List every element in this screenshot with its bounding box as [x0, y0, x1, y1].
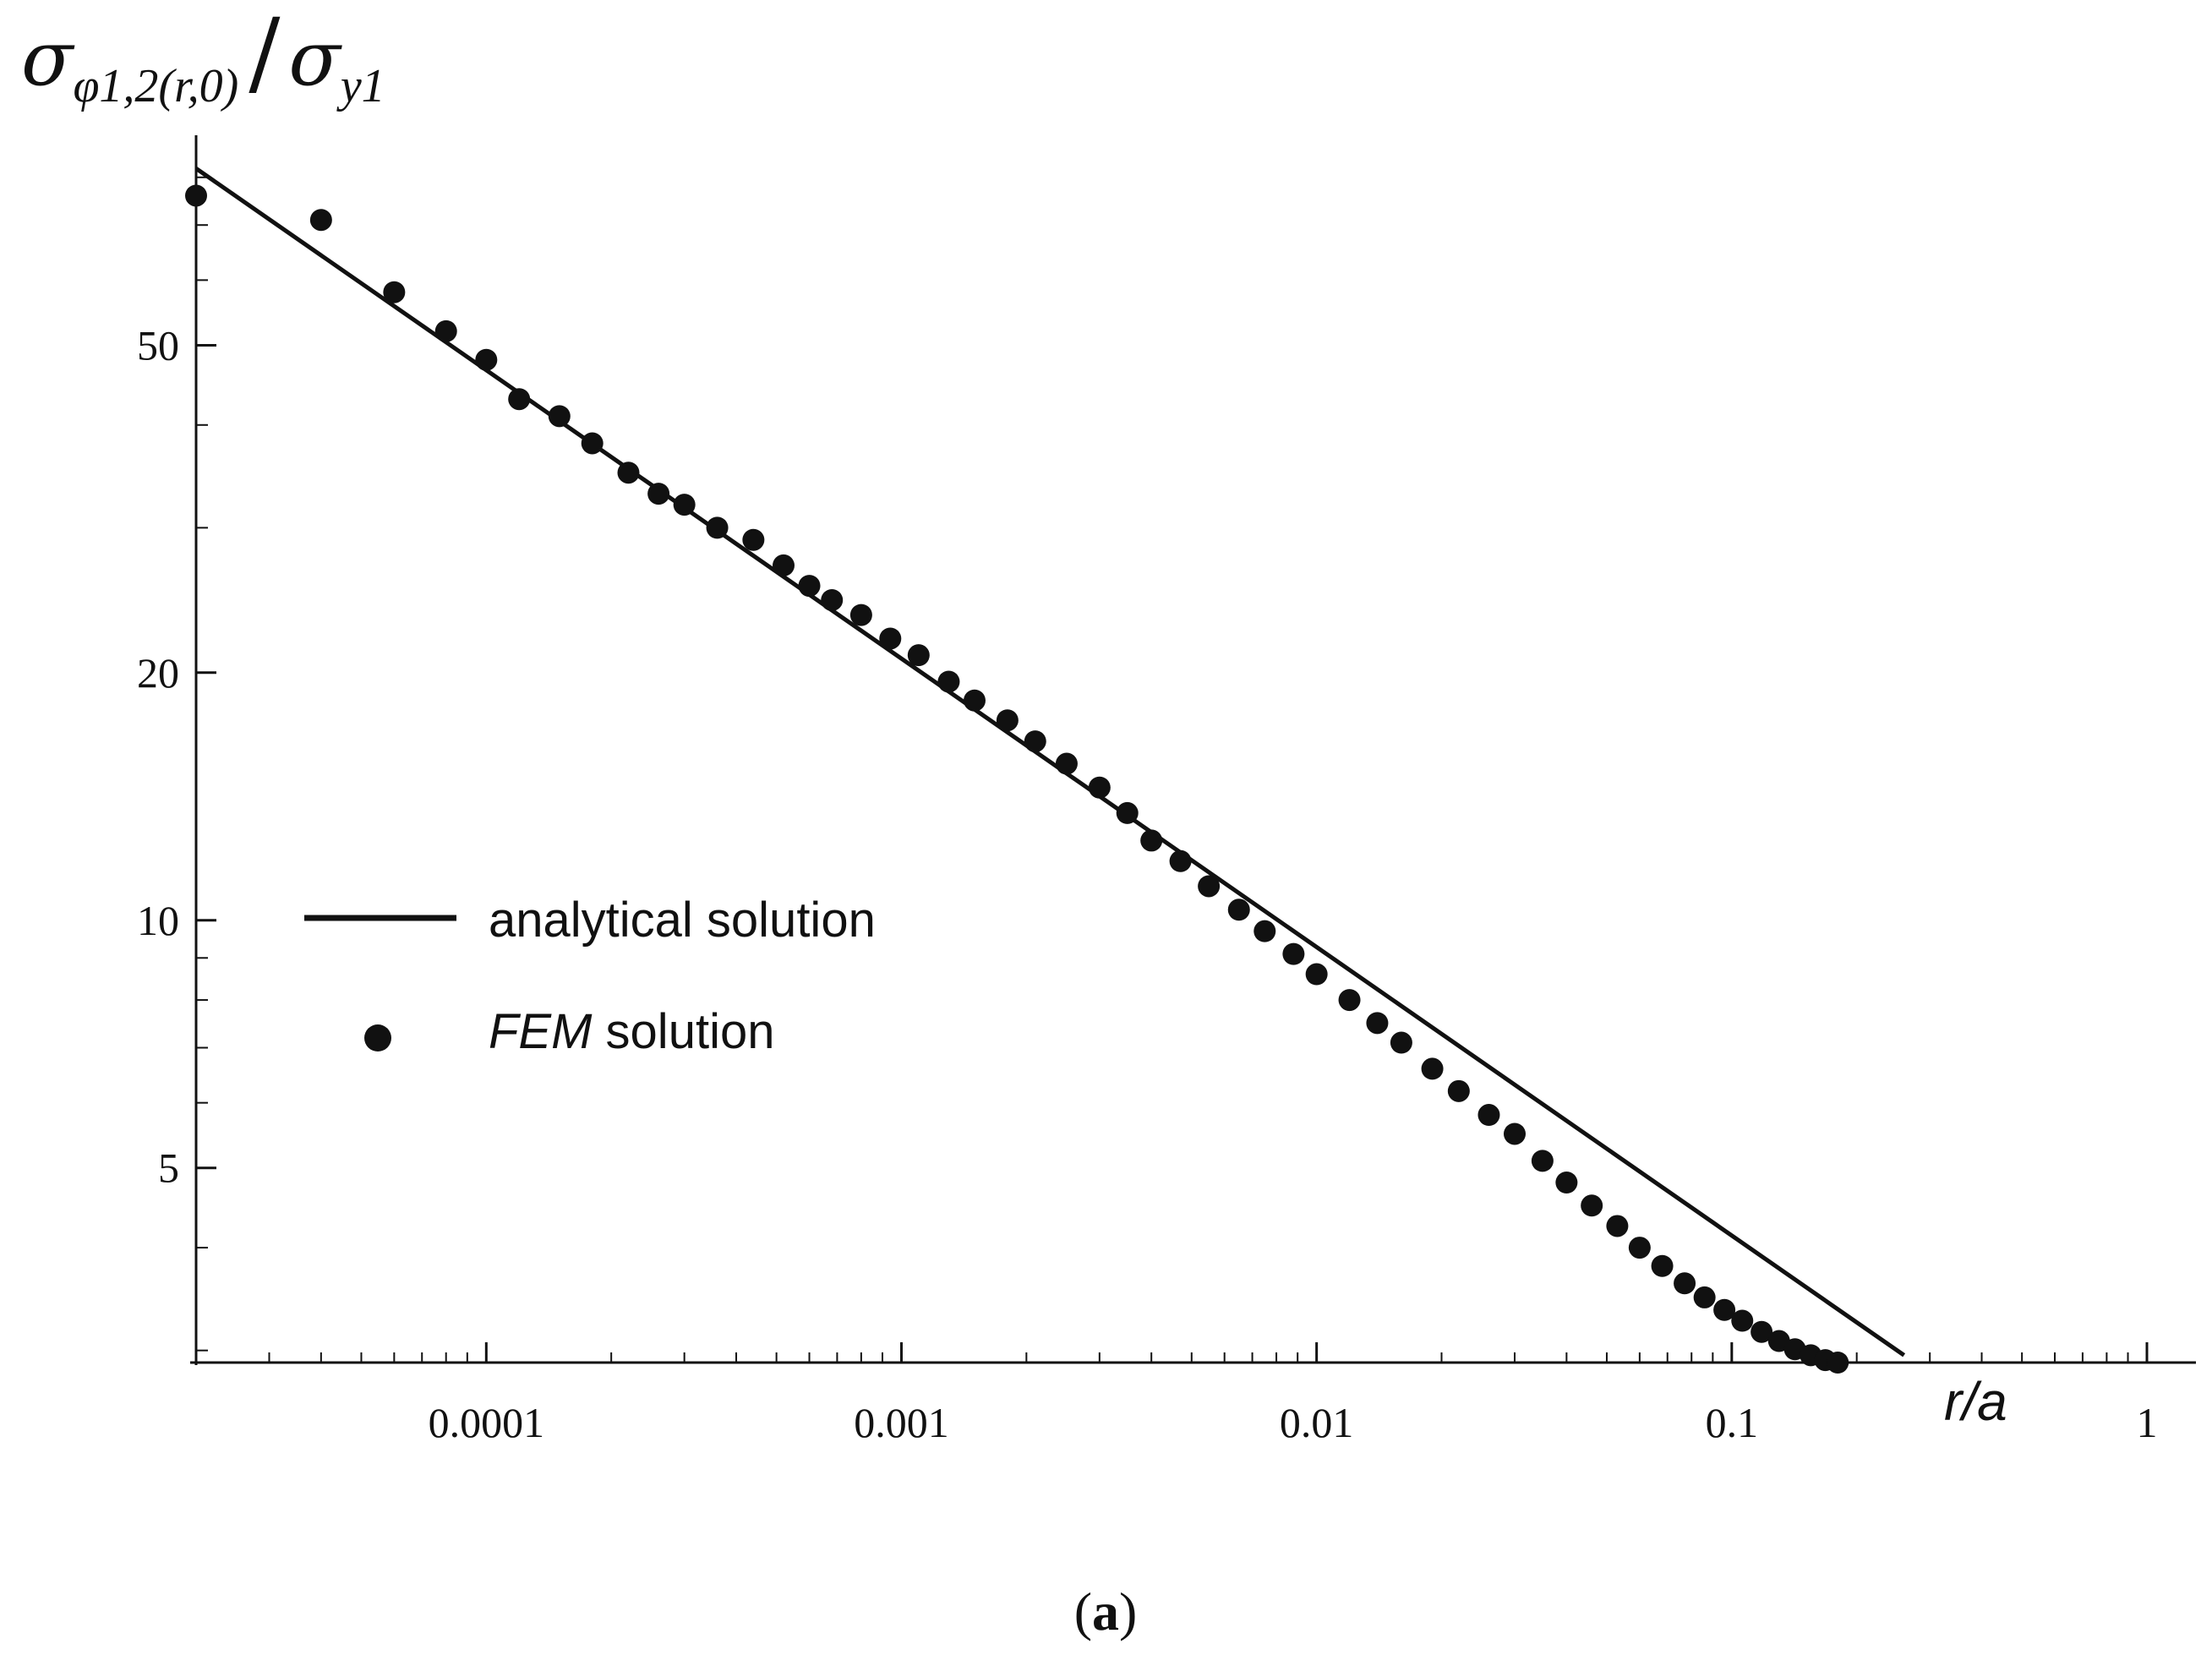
- fem-data-point: [937, 670, 960, 693]
- fem-data-point: [849, 604, 872, 626]
- fem-data-point: [798, 575, 821, 598]
- y-label-denominator-subscript: y1: [336, 60, 385, 112]
- fem-data-point: [1606, 1215, 1629, 1237]
- fem-data-point: [1731, 1309, 1754, 1332]
- legend-label-fem-italic: FEM: [489, 1004, 593, 1059]
- fem-data-point: [475, 348, 498, 371]
- fem-data-point: [742, 528, 765, 551]
- fem-data-point: [309, 209, 332, 232]
- fem-data-point: [508, 388, 531, 411]
- analytical-solution-line: [194, 167, 1906, 1357]
- y-tick-label: 50: [137, 321, 179, 369]
- fem-data-point: [1338, 989, 1361, 1012]
- fem-data-point: [1651, 1254, 1674, 1277]
- legend-label-fem-rest: solution: [592, 1004, 774, 1059]
- legend-point-swatch: [364, 1024, 391, 1051]
- x-axis-label: r/a: [1944, 1371, 2007, 1432]
- legend-label-fem: FEM solution: [489, 1004, 774, 1059]
- fem-data-point: [821, 588, 844, 611]
- fem-data-point: [706, 516, 729, 539]
- fem-data-point: [1421, 1057, 1444, 1080]
- x-tick-label: 0.01: [1280, 1399, 1354, 1446]
- x-axis-ticks: 0.0001 0.001 0.01 0.1 1: [429, 1342, 2158, 1446]
- fem-data-point: [996, 709, 1019, 732]
- fem-data-point: [1628, 1237, 1651, 1259]
- fem-data-point: [1531, 1150, 1554, 1172]
- x-tick-label: 0.0001: [429, 1399, 545, 1446]
- fem-data-point: [434, 320, 457, 342]
- fem-data-point: [772, 554, 795, 576]
- legend-label-analytical: analytical solution: [489, 893, 876, 948]
- y-tick-label: 5: [158, 1144, 179, 1192]
- fem-data-point: [1169, 849, 1192, 872]
- fem-data-point: [1227, 899, 1250, 921]
- y-label-sigma: σ: [21, 14, 75, 103]
- fem-data-point: [1581, 1194, 1603, 1217]
- fem-data-point: [1088, 776, 1111, 799]
- fem-data-point: [1055, 752, 1078, 775]
- fem-data-point: [617, 462, 640, 484]
- fem-data-point: [383, 281, 406, 303]
- fem-data-point: [647, 483, 670, 505]
- fem-data-point: [1477, 1104, 1500, 1127]
- fem-data-point: [1253, 920, 1276, 942]
- fem-data-point: [1282, 942, 1305, 965]
- fem-data-point: [1674, 1272, 1696, 1295]
- caption-close: ): [1119, 1581, 1137, 1641]
- fem-data-point: [1504, 1123, 1527, 1145]
- y-label-subscript: φ1,2(r,0): [73, 60, 238, 112]
- x-tick-label: 0.001: [854, 1399, 949, 1446]
- fem-data-point: [1140, 829, 1163, 852]
- y-tick-label: 20: [137, 649, 179, 696]
- y-axis-minor-ticks: [196, 176, 208, 1352]
- fem-data-point: [548, 405, 571, 428]
- fem-data-point: [1713, 1298, 1736, 1321]
- fem-data-point: [1693, 1286, 1716, 1308]
- x-tick-label: 1: [2137, 1399, 2158, 1446]
- fem-data-point: [581, 432, 604, 455]
- y-tick-label: 10: [137, 897, 179, 944]
- fem-data-point: [1198, 875, 1221, 898]
- fem-data-point: [963, 689, 986, 712]
- fem-data-point: [673, 494, 696, 516]
- y-label-sigma-denominator: σ: [288, 14, 342, 103]
- fem-data-point: [1447, 1079, 1470, 1102]
- figure-caption: (a): [1074, 1581, 1138, 1641]
- fem-data-point: [1366, 1012, 1389, 1035]
- x-tick-label: 0.1: [1706, 1399, 1759, 1446]
- fem-data-point: [1390, 1031, 1412, 1054]
- fem-data-point: [185, 184, 207, 207]
- y-label-slash: /: [249, 0, 281, 107]
- fem-data-point: [1305, 963, 1328, 986]
- fem-solution-points: [185, 184, 1849, 1374]
- legend: analytical solution FEM solution: [304, 893, 876, 1059]
- caption-letter: a: [1092, 1581, 1119, 1641]
- y-axis-label: σφ1,2(r,0) / σy1: [21, 0, 385, 112]
- fem-data-point: [907, 644, 930, 667]
- x-axis-minor-ticks: [195, 1352, 2129, 1363]
- fem-data-point: [1024, 730, 1046, 753]
- fem-data-point: [1555, 1172, 1578, 1194]
- y-axis-ticks: 5 10 20 50: [137, 321, 216, 1192]
- fem-data-point: [1116, 801, 1139, 824]
- fem-data-point: [1750, 1320, 1773, 1343]
- fem-data-point: [879, 627, 902, 650]
- caption-open: (: [1074, 1581, 1092, 1641]
- fem-data-point: [1827, 1352, 1849, 1374]
